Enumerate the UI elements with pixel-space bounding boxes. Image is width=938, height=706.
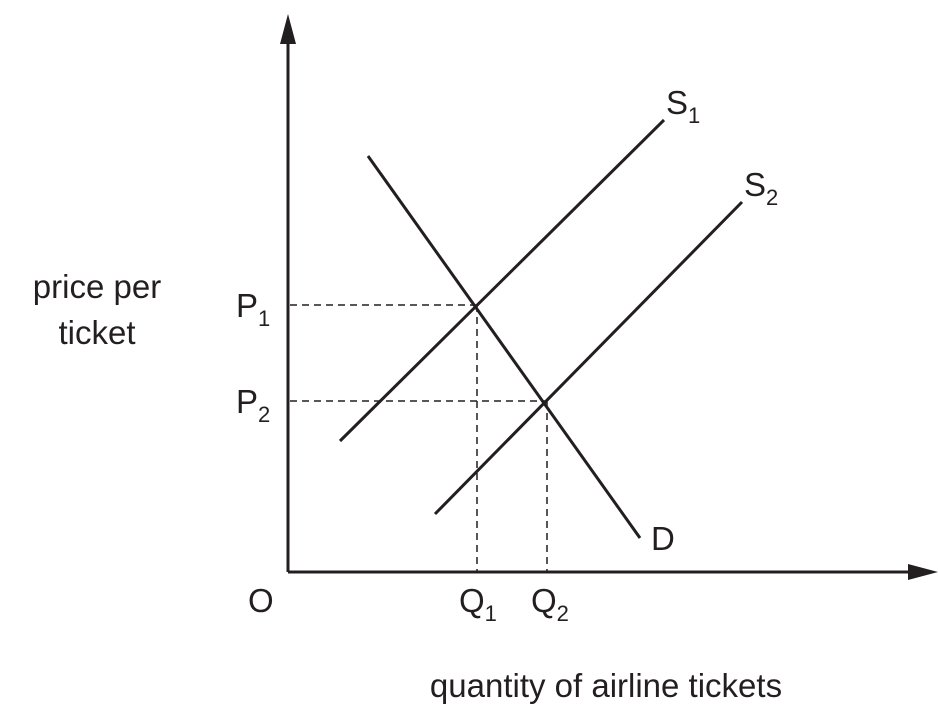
q2-label: Q2 [531,582,569,626]
y-axis-title-line-1: price per [33,268,161,305]
supply-curve-2 [433,200,744,516]
q1-label: Q1 [459,582,497,626]
p1-label: P1 [236,287,270,331]
demand-curve [366,155,642,539]
supply-2-label: S2 [744,166,778,210]
demand-label: D [651,520,675,557]
p2-label: P2 [236,383,270,427]
supply-curve-1 [338,118,666,443]
y-axis-arrowhead [280,14,296,44]
supply-1-label: S1 [666,84,700,128]
origin-label: O [248,582,274,619]
x-axis-title: quantity of airline tickets [430,667,782,704]
y-axis-title-line-2: ticket [58,314,135,351]
x-axis-arrowhead [908,564,938,580]
